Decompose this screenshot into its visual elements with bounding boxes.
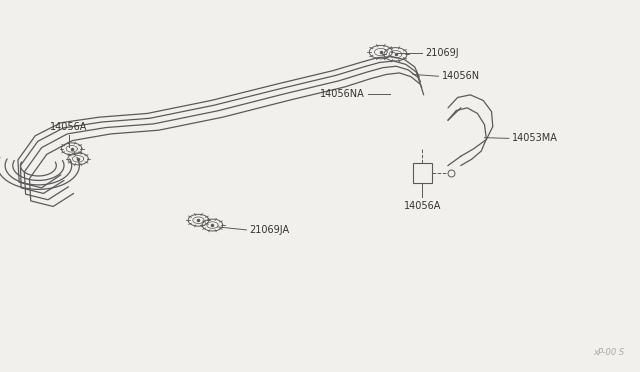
Text: 14056NA: 14056NA xyxy=(320,89,365,99)
Text: 14056A: 14056A xyxy=(51,122,88,132)
Bar xyxy=(413,163,432,183)
Text: 21069J: 21069J xyxy=(426,48,460,58)
Text: 14056N: 14056N xyxy=(442,71,480,81)
Text: xP-00 S: xP-00 S xyxy=(593,348,624,357)
Text: 21069JA: 21069JA xyxy=(250,225,290,235)
Text: 14053MA: 14053MA xyxy=(512,134,558,143)
Text: 14056A: 14056A xyxy=(404,201,441,211)
